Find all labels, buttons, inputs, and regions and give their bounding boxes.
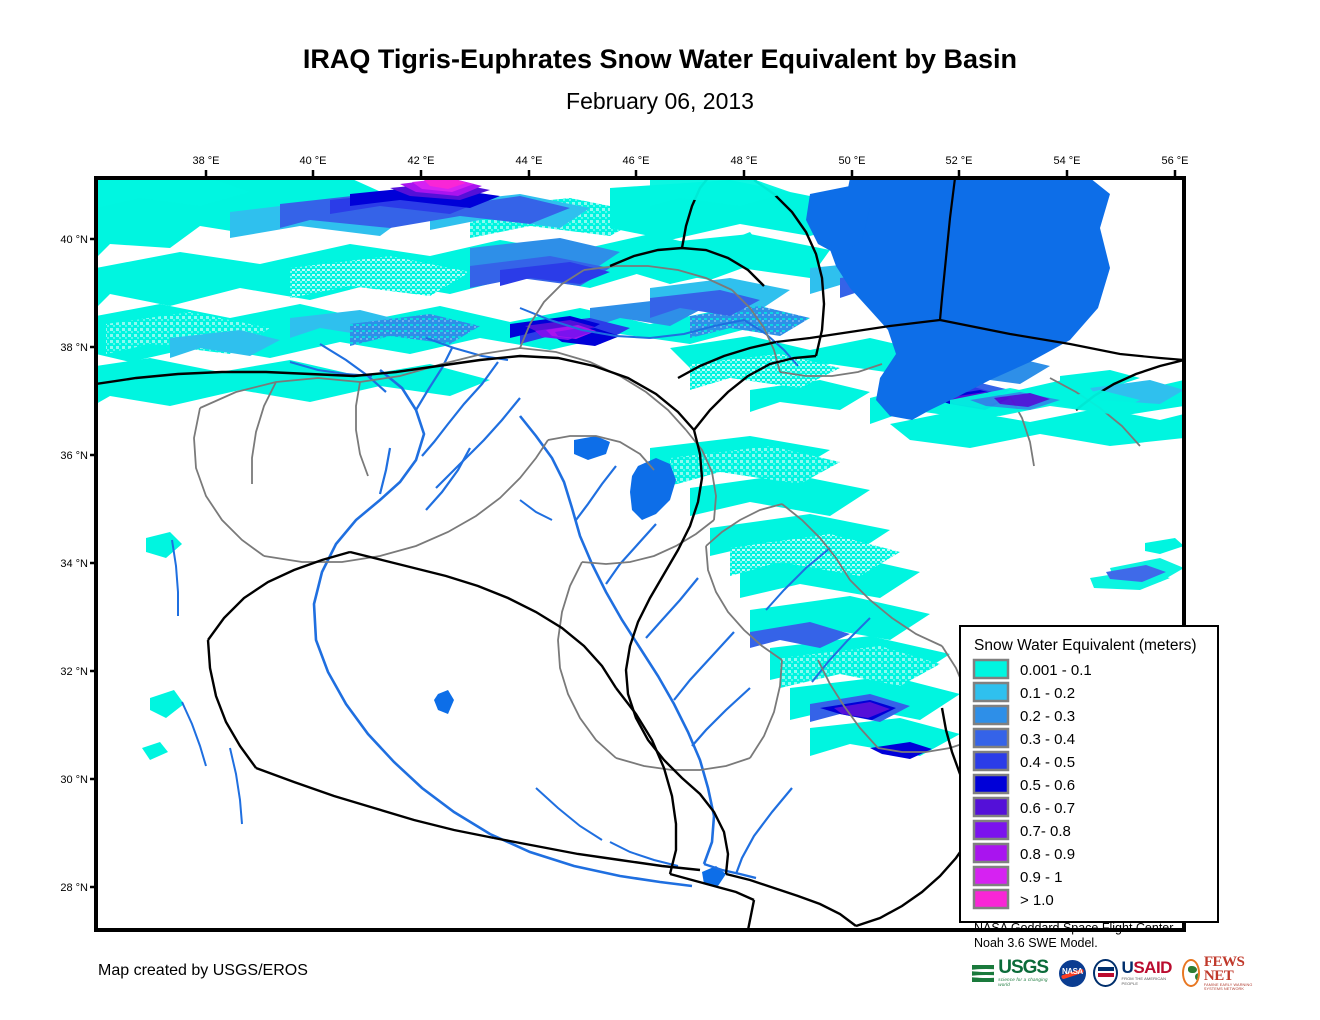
legend-label: 0.8 - 0.9 bbox=[1020, 846, 1075, 863]
legend-item[interactable]: 0.8 - 0.9 bbox=[972, 842, 1075, 864]
x-tick-label: 38 °E bbox=[192, 155, 219, 167]
legend-item[interactable]: 0.5 - 0.6 bbox=[972, 773, 1075, 795]
x-tick-label: 42 °E bbox=[407, 155, 434, 167]
usgs-logo-text: USGS bbox=[998, 956, 1049, 978]
usaid-logo-text-rest: SAID bbox=[1133, 957, 1172, 977]
usgs-logo-tagline: science for a changing world bbox=[998, 977, 1048, 988]
y-tick-label: 32 °N bbox=[60, 666, 88, 678]
usgs-mark-icon bbox=[972, 964, 995, 982]
legend-title: Snow Water Equivalent (meters) bbox=[974, 637, 1197, 654]
legend-item[interactable]: 0.2 - 0.3 bbox=[972, 704, 1075, 726]
legend-item[interactable]: 0.1 - 0.2 bbox=[972, 681, 1075, 703]
nasa-logo[interactable]: NASA bbox=[1058, 958, 1086, 988]
y-tick-label: 36 °N bbox=[60, 450, 88, 462]
page-title: IRAQ Tigris-Euphrates Snow Water Equival… bbox=[302, 44, 1018, 74]
x-tick-label: 48 °E bbox=[730, 155, 757, 167]
rivers bbox=[171, 307, 871, 888]
x-tick-label: 54 °E bbox=[1053, 155, 1080, 167]
y-tick-label: 34 °N bbox=[60, 558, 88, 570]
fews-logo-tagline: FAMINE EARLY WARNING SYSTEMS NETWORK bbox=[1203, 983, 1253, 992]
fews-net-logo[interactable]: FEWS NET FAMINE EARLY WARNING SYSTEMS NE… bbox=[1182, 953, 1255, 992]
legend-label: 0.6 - 0.7 bbox=[1020, 800, 1075, 817]
y-tick-label: 38 °N bbox=[60, 342, 88, 354]
legend-swatch bbox=[972, 888, 1010, 910]
x-tick-label: 44 °E bbox=[515, 155, 542, 167]
fews-globe-icon bbox=[1182, 959, 1200, 987]
legend-item[interactable]: 0.6 - 0.7 bbox=[972, 796, 1075, 818]
fews-logo-text: FEWS NET bbox=[1203, 953, 1245, 984]
usaid-logo-text-u: U bbox=[1121, 957, 1134, 977]
legend-item[interactable]: 0.7- 0.8 bbox=[972, 819, 1071, 841]
legend-label: 0.7- 0.8 bbox=[1020, 823, 1071, 840]
x-tick-label: 52 °E bbox=[945, 155, 972, 167]
x-tick-label: 46 °E bbox=[622, 155, 649, 167]
legend-item[interactable]: 0.001 - 0.1 bbox=[972, 658, 1092, 680]
usaid-logo-text: USAID bbox=[1121, 957, 1176, 977]
map-figure[interactable]: 38 °E 40 °E 42 °E 44 °E 46 °E 48 °E 50 °… bbox=[50, 148, 1250, 948]
legend-swatch bbox=[972, 819, 1010, 841]
legend-panel[interactable]: Snow Water Equivalent (meters) 0.001 - 0… bbox=[959, 625, 1219, 948]
legend-label: > 1.0 bbox=[1020, 892, 1054, 909]
legend-label: 0.4 - 0.5 bbox=[1020, 754, 1075, 771]
legend-label: 0.9 - 1 bbox=[1020, 869, 1063, 886]
legend-label: 0.2 - 0.3 bbox=[1020, 708, 1075, 725]
map-container[interactable]: 38 °E 40 °E 42 °E 44 °E 46 °E 48 °E 50 °… bbox=[50, 148, 1250, 948]
usaid-logo[interactable]: USAID FROM THE AMERICAN PEOPLE bbox=[1092, 957, 1176, 988]
x-tick-label: 40 °E bbox=[299, 155, 326, 167]
y-tick-label: 30 °N bbox=[60, 774, 88, 786]
water-bodies bbox=[434, 178, 1184, 886]
legend-item[interactable]: 0.3 - 0.4 bbox=[972, 727, 1075, 749]
x-tick-label: 50 °E bbox=[838, 155, 865, 167]
legend-swatch bbox=[972, 704, 1010, 726]
legend-item[interactable]: 0.9 - 1 bbox=[972, 865, 1063, 887]
legend-source-line1: NASA Goddard Space Flight Center bbox=[974, 921, 1173, 935]
usaid-logo-tagline: FROM THE AMERICAN PEOPLE bbox=[1121, 976, 1167, 987]
x-axis-labels: 38 °E 40 °E 42 °E 44 °E 46 °E 48 °E 50 °… bbox=[192, 155, 1188, 167]
usaid-seal-icon bbox=[1092, 959, 1118, 987]
legend-swatch bbox=[972, 750, 1010, 772]
y-axis-labels: 40 °N 38 °N 36 °N 34 °N 32 °N 30 °N 28 °… bbox=[60, 234, 88, 894]
nasa-logo-text: NASA bbox=[1062, 966, 1083, 976]
legend-swatch bbox=[972, 681, 1010, 703]
legend-swatch bbox=[972, 773, 1010, 795]
legend-label: 0.5 - 0.6 bbox=[1020, 777, 1075, 794]
nasa-meatball-icon: NASA bbox=[1058, 959, 1086, 987]
legend-swatch bbox=[972, 658, 1010, 680]
usgs-logo[interactable]: USGS science for a changing world bbox=[972, 958, 1052, 988]
x-tick-label: 56 °E bbox=[1161, 155, 1188, 167]
y-tick-label: 40 °N bbox=[60, 234, 88, 246]
swe-overlay-fringes bbox=[96, 178, 1184, 590]
page-subtitle-date: February 06, 2013 bbox=[566, 88, 754, 114]
legend-swatch bbox=[972, 727, 1010, 749]
legend-swatch bbox=[972, 796, 1010, 818]
footer-logos: USGS science for a changing world NASA U… bbox=[972, 954, 1252, 991]
legend-item[interactable]: > 1.0 bbox=[972, 888, 1054, 910]
legend-label: 0.001 - 0.1 bbox=[1020, 662, 1092, 679]
swe-class-0-8-plus bbox=[400, 178, 596, 339]
legend-label: 0.3 - 0.4 bbox=[1020, 731, 1075, 748]
map-credit: Map created by USGS/EROS bbox=[98, 962, 308, 979]
legend-item[interactable]: 0.4 - 0.5 bbox=[972, 750, 1075, 772]
map-frame bbox=[94, 176, 1186, 932]
y-tick-label: 28 °N bbox=[60, 882, 88, 894]
legend-source-line2: Noah 3.6 SWE Model. bbox=[974, 936, 1098, 948]
map-raster-layer bbox=[96, 178, 1184, 930]
legend-swatch bbox=[972, 842, 1010, 864]
legend-swatch bbox=[972, 865, 1010, 887]
legend-label: 0.1 - 0.2 bbox=[1020, 685, 1075, 702]
